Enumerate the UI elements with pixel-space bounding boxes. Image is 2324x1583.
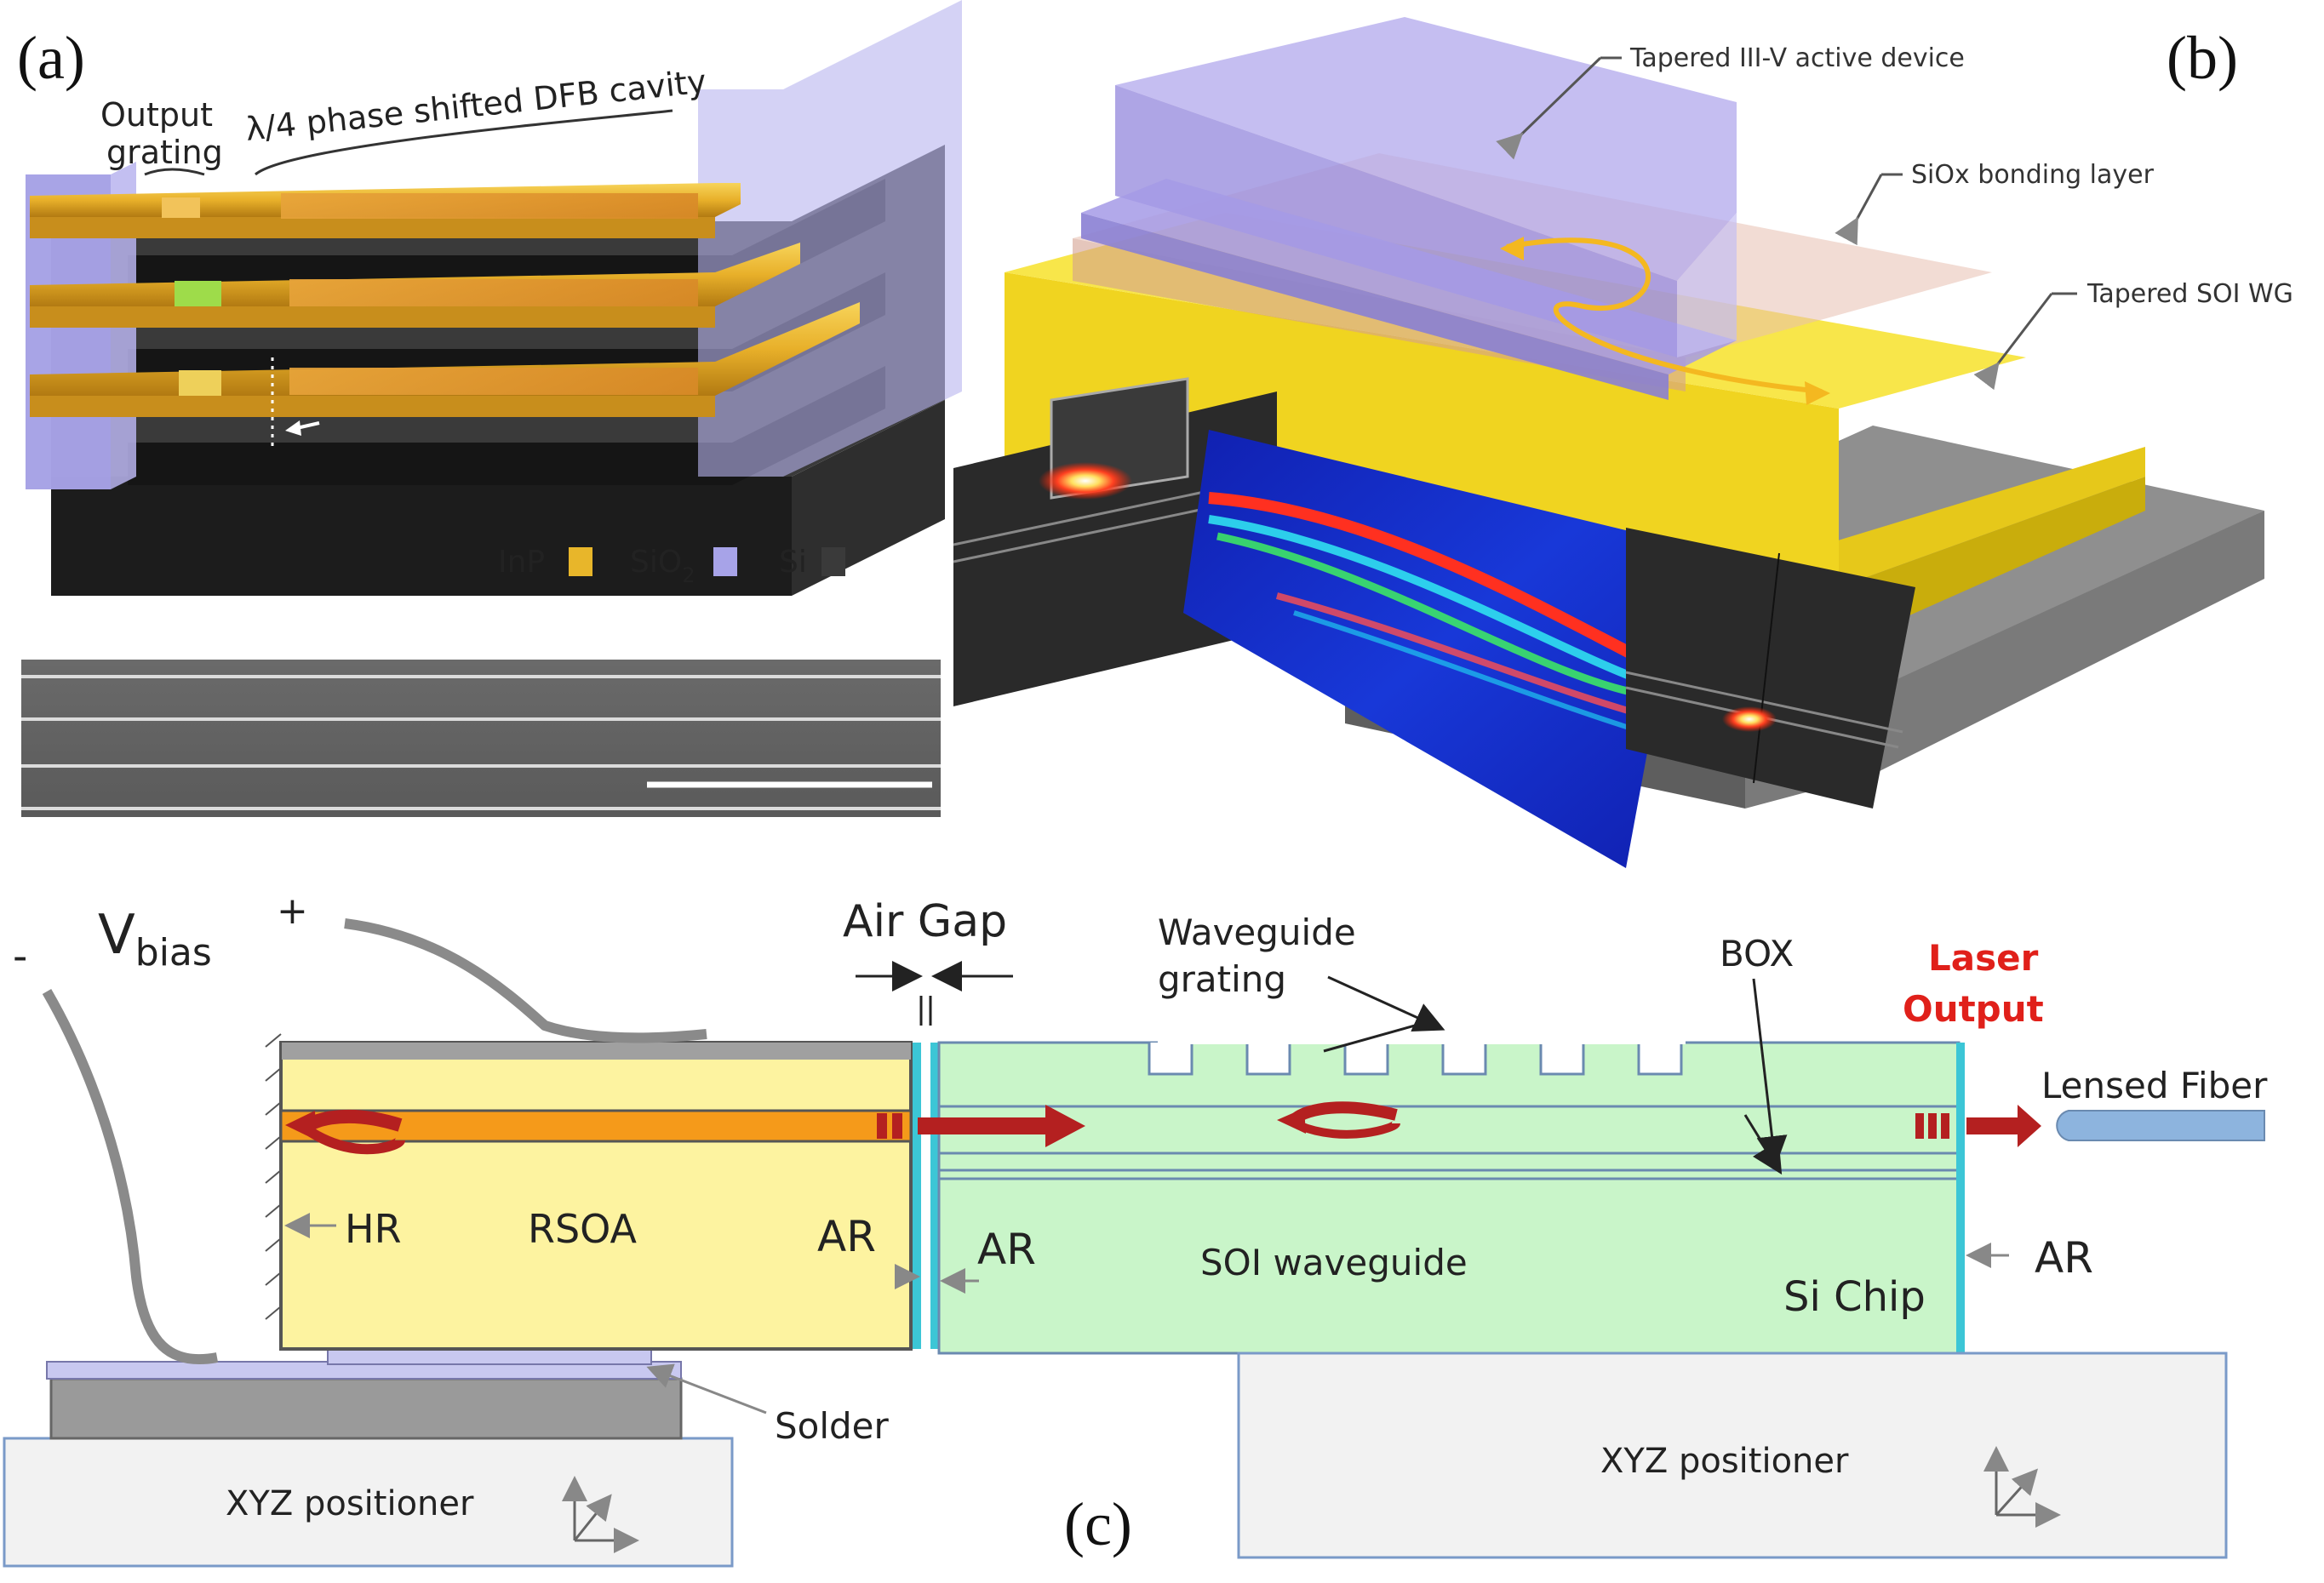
laser-output-label-line1: Laser <box>1928 937 2039 979</box>
lensed-fiber-label: Lensed Fiber <box>2041 1065 2268 1106</box>
si-chip <box>937 1041 1961 1355</box>
xyz-axes-icon <box>1983 1446 2061 1528</box>
output-arrow-rsoa <box>877 1105 1085 1147</box>
output-grating <box>175 281 221 306</box>
soi-slab <box>1005 272 1839 587</box>
hr-coating <box>265 1033 282 1349</box>
output-grating-label-line1: Output <box>100 96 213 134</box>
xyz-positioner-left-label: XYZ positioner <box>226 1484 474 1523</box>
legend-sio2-swatch <box>713 547 737 576</box>
panel-a: (a) Output grating λ/4 phase shifted DFB… <box>17 0 962 817</box>
callout-tapered-soi-wg: Tapered SOI WG <box>2086 279 2293 309</box>
waveguide-grating-label-line1: Waveguide <box>1158 912 1356 953</box>
box-label: BOX <box>1720 933 1794 974</box>
ar-coating-output <box>1956 1043 1965 1353</box>
output-grating <box>179 370 221 396</box>
laser-output-arrow <box>1915 1105 2041 1147</box>
mode-simulation <box>1183 430 1686 868</box>
solder-layer <box>327 1348 652 1365</box>
tapered-soi-wg <box>1796 447 2145 587</box>
dfb-cavity-label: λ/4 phase shifted DFB cavity <box>243 62 707 148</box>
callout-tapered-iii-v: Tapered III-V active device <box>1629 43 1965 73</box>
sio2-pillar <box>698 0 962 477</box>
ar-chip-label: AR <box>977 1225 1036 1274</box>
legend-sio2: SiO2 <box>630 545 695 587</box>
rsoa-reflection-arrow <box>285 1109 405 1155</box>
rsoa-label: RSOA <box>528 1206 638 1252</box>
output-grating <box>162 197 200 218</box>
soi-waveguide-label: SOI waveguide <box>1200 1242 1468 1283</box>
mode-inset-right <box>1625 528 1915 809</box>
mode-inset-left <box>953 377 1278 706</box>
xyz-axes-icon <box>562 1476 639 1553</box>
ar-output-label: AR <box>2035 1233 2093 1283</box>
legend-inp-swatch <box>569 547 592 576</box>
ar-coating-rsoa <box>913 1043 921 1349</box>
sem-image <box>21 660 941 817</box>
tapered-iii-v-device <box>1081 17 1737 400</box>
submount <box>49 1377 683 1440</box>
solder-label: Solder <box>775 1405 890 1447</box>
panel-b-label: (b) <box>2167 24 2238 92</box>
laser-output-label-line2: Output <box>1903 988 2044 1030</box>
waveguide-grating-label-line2: grating <box>1158 958 1286 1000</box>
rsoa-chip <box>279 1041 913 1351</box>
panel-c: - Vbias + Air Gap Waveguide grating BOX … <box>3 889 2268 1568</box>
panel-a-label: (a) <box>17 24 85 92</box>
xyz-positioner-right <box>1237 1352 2228 1559</box>
panel-b: Tapered III-V active device SiOx bonding… <box>953 17 2293 868</box>
probe-plus <box>344 918 707 1043</box>
hr-label: HR <box>345 1206 402 1252</box>
dfb-grating <box>281 193 698 395</box>
legend-si: Si <box>779 545 807 580</box>
legend-si-swatch <box>821 547 845 576</box>
panel-c-label: (c) <box>1064 1490 1132 1558</box>
air-gap-label: Air Gap <box>843 896 1007 947</box>
output-grating-label-line2: grating <box>106 134 223 171</box>
grating-reflection-arrow <box>1277 1101 1400 1139</box>
legend-inp: InP <box>498 545 545 580</box>
xyz-positioner-right-label: XYZ positioner <box>1600 1442 1849 1481</box>
light-path-arrow <box>1506 237 1823 394</box>
callout-siox-bonding: SiOx bonding layer <box>1911 160 2155 190</box>
vbias-label: Vbias <box>98 904 212 974</box>
si-chip-label: Si Chip <box>1783 1273 1926 1321</box>
lensed-fiber <box>2056 1110 2265 1141</box>
plus-terminal: + <box>277 889 308 933</box>
ar-coating-chip <box>930 1043 939 1349</box>
minus-terminal: - <box>13 933 27 980</box>
material-legend: InP SiO2 Si <box>498 545 845 587</box>
ar-rsoa-label: AR <box>817 1212 876 1261</box>
probe-minus <box>42 988 219 1365</box>
